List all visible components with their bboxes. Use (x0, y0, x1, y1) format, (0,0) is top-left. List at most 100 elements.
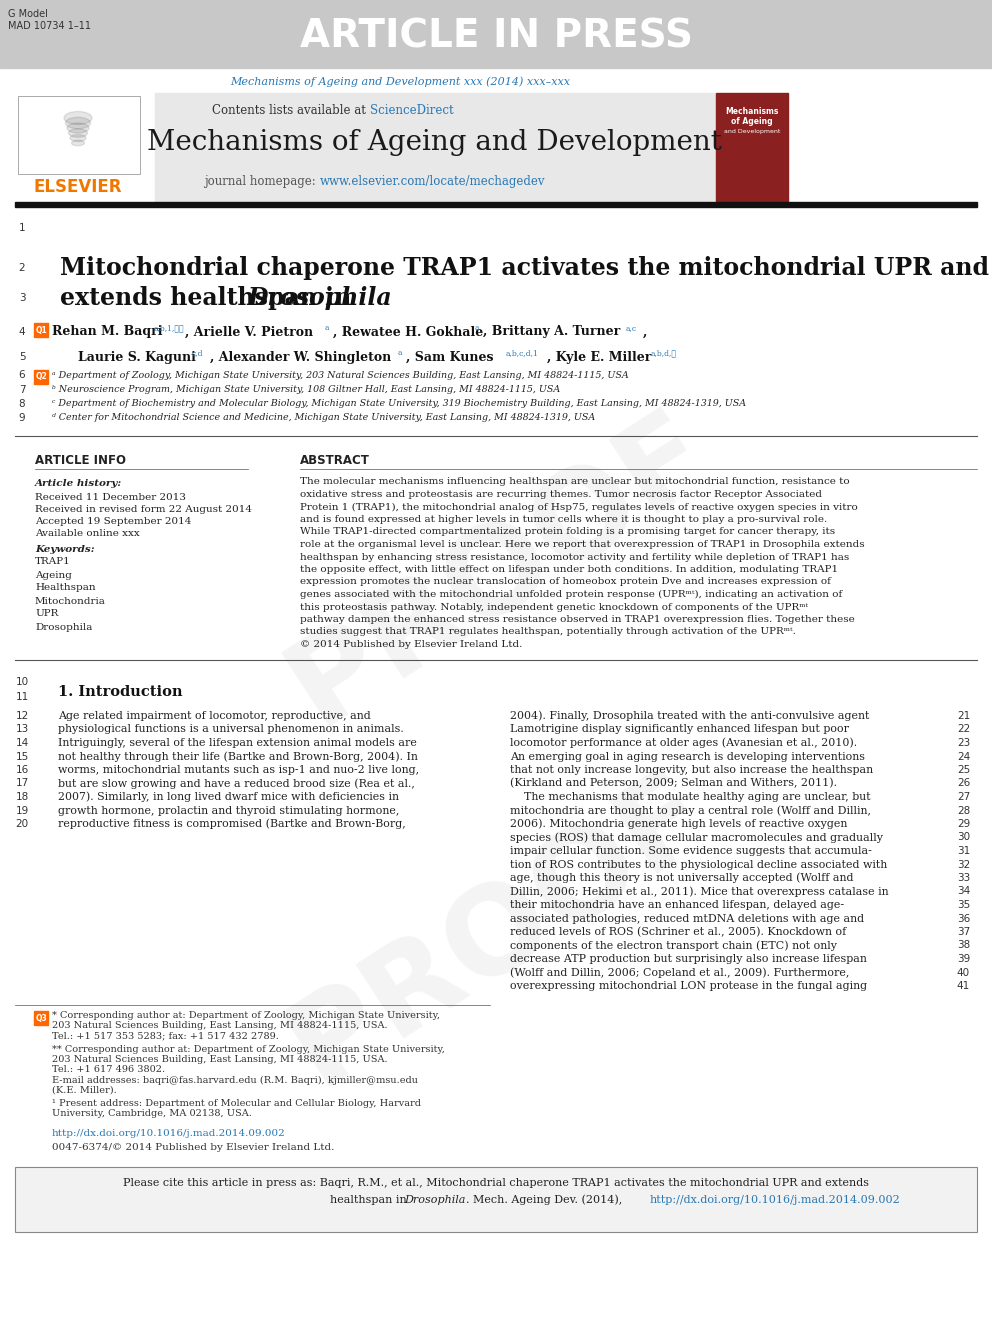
Text: Q3: Q3 (35, 1013, 47, 1023)
Text: a: a (398, 349, 403, 357)
Text: 5: 5 (19, 352, 26, 363)
Text: healthspan by enhancing stress resistance, locomotor activity and fertility whil: healthspan by enhancing stress resistanc… (300, 553, 849, 561)
Text: 23: 23 (956, 738, 970, 747)
Text: 34: 34 (956, 886, 970, 897)
Text: E-mail addresses: baqri@fas.harvard.edu (R.M. Baqri), kjmiller@msu.edu: E-mail addresses: baqri@fas.harvard.edu … (52, 1076, 418, 1085)
Text: 1. Introduction: 1. Introduction (58, 685, 183, 699)
Text: The molecular mechanisms influencing healthspan are unclear but mitochondrial fu: The molecular mechanisms influencing hea… (300, 478, 849, 487)
Text: Intriguingly, several of the lifespan extension animal models are: Intriguingly, several of the lifespan ex… (58, 738, 417, 747)
Text: 6: 6 (19, 370, 26, 380)
Text: studies suggest that TRAP1 regulates healthspan, potentially through activation : studies suggest that TRAP1 regulates hea… (300, 627, 796, 636)
Text: a,c: a,c (626, 324, 637, 332)
Text: Ageing: Ageing (35, 570, 71, 579)
Text: 33: 33 (956, 873, 970, 882)
Text: . Mech. Ageing Dev. (2014),: . Mech. Ageing Dev. (2014), (466, 1195, 626, 1205)
Text: decrease ATP production but surprisingly also increase lifespan: decrease ATP production but surprisingly… (510, 954, 867, 964)
Text: and is found expressed at higher levels in tumor cells where it is thought to pl: and is found expressed at higher levels … (300, 515, 827, 524)
Text: worms, mitochondrial mutants such as isp-1 and nuo-2 live long,: worms, mitochondrial mutants such as isp… (58, 765, 420, 775)
Ellipse shape (70, 135, 86, 142)
Text: ScienceDirect: ScienceDirect (370, 103, 453, 116)
Text: 10: 10 (16, 677, 29, 687)
Text: Mechanisms of Ageing and Development xxx (2014) xxx–xxx: Mechanisms of Ageing and Development xxx… (230, 77, 570, 87)
Text: journal homepage:: journal homepage: (204, 176, 320, 188)
Text: While TRAP1-directed compartmentalized protein folding is a promising target for: While TRAP1-directed compartmentalized p… (300, 528, 835, 537)
Text: Mitochondria: Mitochondria (35, 597, 106, 606)
Text: Q1: Q1 (35, 325, 47, 335)
Text: Received 11 December 2013: Received 11 December 2013 (35, 492, 186, 501)
Text: ELSEVIER: ELSEVIER (34, 179, 122, 196)
Text: Received in revised form 22 August 2014: Received in revised form 22 August 2014 (35, 504, 252, 513)
Text: role at the organismal level is unclear. Here we report that overexpression of T: role at the organismal level is unclear.… (300, 540, 865, 549)
Text: Available online xxx: Available online xxx (35, 528, 140, 537)
Text: Mechanisms: Mechanisms (725, 107, 779, 116)
Text: a,b,c,d,1: a,b,c,d,1 (506, 349, 539, 357)
Bar (155, 93, 715, 202)
Text: 36: 36 (956, 913, 970, 923)
Text: ARTICLE INFO: ARTICLE INFO (35, 454, 126, 467)
Text: Contents lists available at: Contents lists available at (212, 103, 370, 116)
Text: UPR: UPR (35, 610, 59, 618)
Text: ᵇ Neuroscience Program, Michigan State University, 108 Giltner Hall, East Lansin: ᵇ Neuroscience Program, Michigan State U… (52, 385, 560, 394)
Text: www.elsevier.com/locate/mechagedev: www.elsevier.com/locate/mechagedev (320, 176, 546, 188)
Text: 19: 19 (15, 806, 29, 815)
Text: growth hormone, prolactin and thyroid stimulating hormone,: growth hormone, prolactin and thyroid st… (58, 806, 400, 815)
Text: Rehan M. Baqri: Rehan M. Baqri (52, 325, 163, 339)
Text: of Ageing: of Ageing (731, 118, 773, 127)
Text: ᵃ Department of Zoology, Michigan State University, 203 Natural Sciences Buildin: ᵃ Department of Zoology, Michigan State … (52, 370, 629, 380)
Text: 21: 21 (956, 710, 970, 721)
Bar (34, 370, 48, 384)
Text: 8: 8 (19, 400, 26, 409)
Text: genes associated with the mitochondrial unfolded protein response (UPRᵐᵗ), indic: genes associated with the mitochondrial … (300, 590, 842, 599)
Text: The mechanisms that modulate healthy aging are unclear, but: The mechanisms that modulate healthy agi… (510, 792, 871, 802)
Text: http://dx.doi.org/10.1016/j.mad.2014.09.002: http://dx.doi.org/10.1016/j.mad.2014.09.… (52, 1129, 286, 1138)
Text: reproductive fitness is compromised (Bartke and Brown-Borg,: reproductive fitness is compromised (Bar… (58, 819, 406, 830)
Text: 12: 12 (15, 710, 29, 721)
Text: An emerging goal in aging research is developing interventions: An emerging goal in aging research is de… (510, 751, 865, 762)
Text: (K.E. Miller).: (K.E. Miller). (52, 1085, 117, 1094)
Text: components of the electron transport chain (ETC) not only: components of the electron transport cha… (510, 941, 837, 951)
Text: pathway dampen the enhanced stress resistance observed in TRAP1 overexpression f: pathway dampen the enhanced stress resis… (300, 615, 855, 624)
Text: , Rewatee H. Gokhale: , Rewatee H. Gokhale (333, 325, 483, 339)
Text: Tel.: +1 617 496 3802.: Tel.: +1 617 496 3802. (52, 1065, 165, 1074)
Text: Article history:: Article history: (35, 479, 122, 488)
Text: ᵈ Center for Mitochondrial Science and Medicine, Michigan State University, East: ᵈ Center for Mitochondrial Science and M… (52, 414, 595, 422)
Text: 2: 2 (19, 263, 26, 273)
Text: , Brittany A. Turner: , Brittany A. Turner (483, 325, 620, 339)
Text: © 2014 Published by Elsevier Ireland Ltd.: © 2014 Published by Elsevier Ireland Ltd… (300, 640, 523, 650)
Text: Lamotrigine display significantly enhanced lifespan but poor: Lamotrigine display significantly enhanc… (510, 725, 849, 734)
Text: 2006). Mitochondria generate high levels of reactive oxygen: 2006). Mitochondria generate high levels… (510, 819, 847, 830)
Text: PROOF: PROOF (269, 751, 731, 1109)
Text: extends healthspan in: extends healthspan in (60, 286, 359, 310)
Bar (716, 93, 788, 202)
Text: a,b,d,★: a,b,d,★ (651, 349, 677, 357)
Text: locomotor performance at older ages (Avanesian et al., 2010).: locomotor performance at older ages (Ava… (510, 738, 857, 749)
Text: healthspan in: healthspan in (330, 1195, 411, 1205)
Text: but are slow growing and have a reduced brood size (Rea et al.,: but are slow growing and have a reduced … (58, 778, 415, 789)
Bar (15, 1167, 977, 1232)
Text: 16: 16 (15, 765, 29, 775)
Text: ,: , (643, 325, 648, 339)
Text: c,d: c,d (192, 349, 203, 357)
Text: 13: 13 (15, 725, 29, 734)
Text: ABSTRACT: ABSTRACT (300, 454, 370, 467)
Text: 40: 40 (957, 967, 970, 978)
Text: ARTICLE IN PRESS: ARTICLE IN PRESS (300, 17, 692, 56)
Text: ** Corresponding author at: Department of Zoology, Michigan State University,: ** Corresponding author at: Department o… (52, 1045, 444, 1054)
Text: 35: 35 (956, 900, 970, 910)
Text: 17: 17 (15, 778, 29, 789)
Text: 20: 20 (16, 819, 29, 830)
Text: Mitochondrial chaperone TRAP1 activates the mitochondrial UPR and: Mitochondrial chaperone TRAP1 activates … (60, 255, 989, 280)
Text: a: a (475, 324, 479, 332)
Text: overexpressing mitochondrial LON protease in the fungal aging: overexpressing mitochondrial LON proteas… (510, 980, 867, 991)
Text: 38: 38 (956, 941, 970, 950)
Text: 32: 32 (956, 860, 970, 869)
Text: 24: 24 (956, 751, 970, 762)
Text: 203 Natural Sciences Building, East Lansing, MI 48824-1115, USA.: 203 Natural Sciences Building, East Lans… (52, 1021, 388, 1031)
Text: , Kyle E. Miller: , Kyle E. Miller (547, 351, 652, 364)
Text: Q2: Q2 (35, 373, 47, 381)
Text: a,b,1,★★: a,b,1,★★ (154, 324, 185, 332)
Bar (15, 202, 977, 206)
Text: 2004). Finally, Drosophila treated with the anti-convulsive agent: 2004). Finally, Drosophila treated with … (510, 710, 869, 721)
Text: Drosophila: Drosophila (404, 1195, 465, 1205)
Text: 41: 41 (956, 980, 970, 991)
